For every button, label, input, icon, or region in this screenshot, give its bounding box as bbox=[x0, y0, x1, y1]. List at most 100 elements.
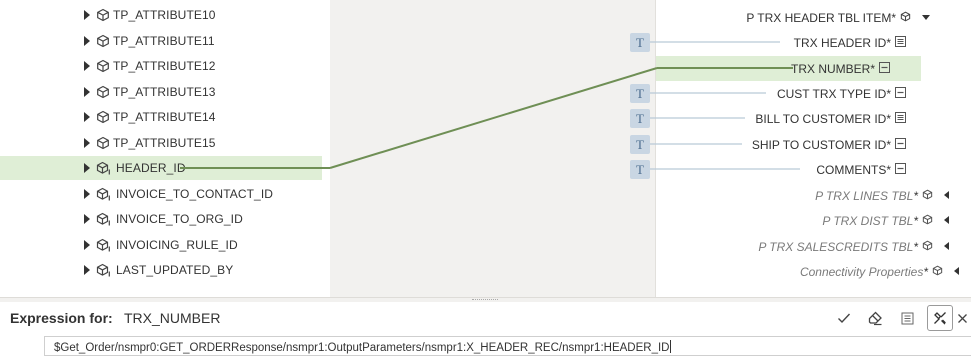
element-icon bbox=[97, 136, 109, 150]
transform-badge-bill-to-customer-id[interactable]: T bbox=[630, 109, 650, 128]
target-tree-panel: P TRX HEADER TBL ITEM* TRX HEADER ID* TR… bbox=[655, 0, 971, 297]
expand-caret-icon[interactable] bbox=[84, 138, 90, 148]
element-icon bbox=[932, 265, 943, 276]
expression-input[interactable]: $Get_Order/nsmpr0:GET_ORDERResponse/nsmp… bbox=[44, 336, 971, 356]
source-node-label: INVOICE_TO_CONTACT_ID bbox=[116, 187, 274, 201]
source-node-invoice-to-org-id[interactable]: INVOICE_TO_ORG_ID bbox=[0, 207, 322, 231]
transform-badge-ship-to-customer-id[interactable]: T bbox=[630, 135, 650, 154]
string-type-icon bbox=[895, 138, 906, 149]
element-icon bbox=[97, 59, 109, 73]
transform-badge-trx-header-id[interactable]: T bbox=[630, 33, 650, 52]
expand-caret-icon[interactable] bbox=[944, 191, 949, 199]
element-icon bbox=[97, 85, 109, 99]
source-node-label: TP_ATTRIBUTE13 bbox=[113, 85, 216, 99]
expand-caret-icon[interactable] bbox=[84, 61, 90, 71]
expand-caret-icon[interactable] bbox=[84, 214, 90, 224]
expand-caret-icon[interactable] bbox=[84, 87, 90, 97]
number-type-icon bbox=[895, 36, 906, 47]
maximize-editor-button[interactable] bbox=[927, 305, 953, 331]
target-node-label: P TRX DIST TBL* bbox=[822, 214, 918, 228]
string-type-icon bbox=[895, 163, 906, 174]
element-icon bbox=[97, 110, 109, 124]
target-node-trx-header-id[interactable]: TRX HEADER ID* bbox=[656, 30, 971, 55]
target-node-label: Connectivity Properties* bbox=[799, 265, 928, 279]
mapping-line-header-id-to-trx-number[interactable] bbox=[329, 67, 658, 169]
target-node-ship-to-customer-id[interactable]: SHIP TO CUSTOMER ID* bbox=[656, 132, 971, 157]
mapping-canvas-area: T T T T T bbox=[330, 0, 655, 297]
target-node-bill-to-customer-id[interactable]: BILL TO CUSTOMER ID* bbox=[656, 106, 971, 131]
source-node-tp-attribute10[interactable]: TP_ATTRIBUTE10 bbox=[0, 3, 322, 27]
expand-caret-icon[interactable] bbox=[84, 265, 90, 275]
target-node-p-trx-header-tbl-item[interactable]: P TRX HEADER TBL ITEM* bbox=[656, 5, 971, 30]
source-node-invoicing-rule-id[interactable]: INVOICING_RULE_ID bbox=[0, 233, 322, 257]
element-attr-icon bbox=[96, 238, 110, 252]
close-icon bbox=[958, 313, 967, 323]
expression-title-label: Expression for: bbox=[10, 310, 113, 326]
clear-expression-button[interactable] bbox=[862, 305, 888, 331]
expand-caret-icon[interactable] bbox=[84, 240, 90, 250]
expand-caret-icon[interactable] bbox=[84, 163, 90, 173]
string-type-icon bbox=[895, 87, 906, 98]
target-node-label: SHIP TO CUSTOMER ID* bbox=[751, 138, 891, 152]
source-node-tp-attribute15[interactable]: TP_ATTRIBUTE15 bbox=[0, 131, 322, 155]
target-node-label: P TRX HEADER TBL ITEM* bbox=[746, 11, 896, 25]
source-node-tp-attribute13[interactable]: TP_ATTRIBUTE13 bbox=[0, 80, 322, 104]
source-node-invoice-to-contact-id[interactable]: INVOICE_TO_CONTACT_ID bbox=[0, 182, 322, 206]
element-attr-icon bbox=[96, 263, 110, 277]
eraser-icon bbox=[868, 311, 882, 325]
target-node-p-trx-salescredits-tbl[interactable]: P TRX SALESCREDITS TBL* bbox=[656, 234, 971, 259]
source-node-label: INVOICE_TO_ORG_ID bbox=[116, 212, 243, 226]
source-node-label: TP_ATTRIBUTE10 bbox=[113, 8, 216, 22]
element-icon bbox=[97, 34, 109, 48]
target-node-label: P TRX SALESCREDITS TBL* bbox=[758, 240, 918, 254]
expand-caret-icon[interactable] bbox=[84, 36, 90, 46]
element-icon bbox=[922, 240, 933, 251]
target-node-connectivity-properties[interactable]: Connectivity Properties* bbox=[656, 259, 971, 284]
expression-builder-button[interactable] bbox=[894, 305, 920, 331]
source-node-label: TP_ATTRIBUTE14 bbox=[113, 110, 216, 124]
transform-badge-comments[interactable]: T bbox=[630, 160, 650, 179]
element-icon bbox=[97, 8, 109, 22]
source-node-last-updated-by[interactable]: LAST_UPDATED_BY bbox=[0, 258, 322, 282]
expand-caret-icon[interactable] bbox=[84, 112, 90, 122]
expand-caret-icon[interactable] bbox=[84, 10, 90, 20]
source-node-label: TP_ATTRIBUTE15 bbox=[113, 136, 216, 150]
text-cursor bbox=[670, 340, 672, 353]
checkmark-icon bbox=[838, 313, 851, 324]
mapping-lines-layer bbox=[180, 41, 800, 170]
target-node-label: BILL TO CUSTOMER ID* bbox=[755, 112, 891, 126]
source-node-label: INVOICING_RULE_ID bbox=[116, 238, 238, 252]
target-node-p-trx-lines-tbl[interactable]: P TRX LINES TBL* bbox=[656, 183, 971, 208]
target-node-comments[interactable]: COMMENTS* bbox=[656, 157, 971, 182]
element-icon bbox=[922, 214, 933, 225]
source-node-label: LAST_UPDATED_BY bbox=[116, 263, 234, 277]
panel-splitter[interactable] bbox=[0, 297, 971, 302]
target-node-label: TRX HEADER ID* bbox=[793, 36, 891, 50]
source-tree-panel: TP_ATTRIBUTE10 TP_ATTRIBUTE11 TP_ATTRIBU… bbox=[0, 0, 330, 297]
expand-caret-icon[interactable] bbox=[84, 189, 90, 199]
element-icon bbox=[922, 189, 933, 200]
source-node-label: TP_ATTRIBUTE11 bbox=[113, 34, 215, 48]
source-node-tp-attribute12[interactable]: TP_ATTRIBUTE12 bbox=[0, 54, 322, 78]
target-node-cust-trx-type-id[interactable]: CUST TRX TYPE ID* bbox=[656, 81, 971, 106]
target-node-label: CUST TRX TYPE ID* bbox=[776, 87, 891, 101]
expand-caret-icon[interactable] bbox=[944, 216, 949, 224]
transform-badge-cust-trx-type-id[interactable]: T bbox=[630, 84, 650, 103]
close-editor-button[interactable] bbox=[954, 305, 971, 331]
expression-text: $Get_Order/nsmpr0:GET_ORDERResponse/nsmp… bbox=[54, 342, 670, 354]
expression-target-field: TRX_NUMBER bbox=[124, 310, 221, 326]
number-type-icon bbox=[895, 112, 906, 123]
collapse-caret-icon[interactable] bbox=[922, 15, 930, 20]
source-node-label: TP_ATTRIBUTE12 bbox=[113, 59, 216, 73]
expand-caret-icon[interactable] bbox=[954, 267, 959, 275]
string-type-icon bbox=[879, 62, 890, 73]
source-node-tp-attribute14[interactable]: TP_ATTRIBUTE14 bbox=[0, 105, 322, 129]
element-attr-icon bbox=[96, 187, 110, 201]
apply-expression-button[interactable] bbox=[831, 305, 857, 331]
source-node-tp-attribute11[interactable]: TP_ATTRIBUTE11 bbox=[0, 29, 322, 53]
target-node-p-trx-dist-tbl[interactable]: P TRX DIST TBL* bbox=[656, 208, 971, 233]
target-node-label: TRX NUMBER* bbox=[790, 62, 875, 76]
splitter-grip-icon[interactable] bbox=[472, 299, 498, 301]
expression-builder-icon bbox=[901, 312, 913, 324]
expand-caret-icon[interactable] bbox=[944, 242, 949, 250]
